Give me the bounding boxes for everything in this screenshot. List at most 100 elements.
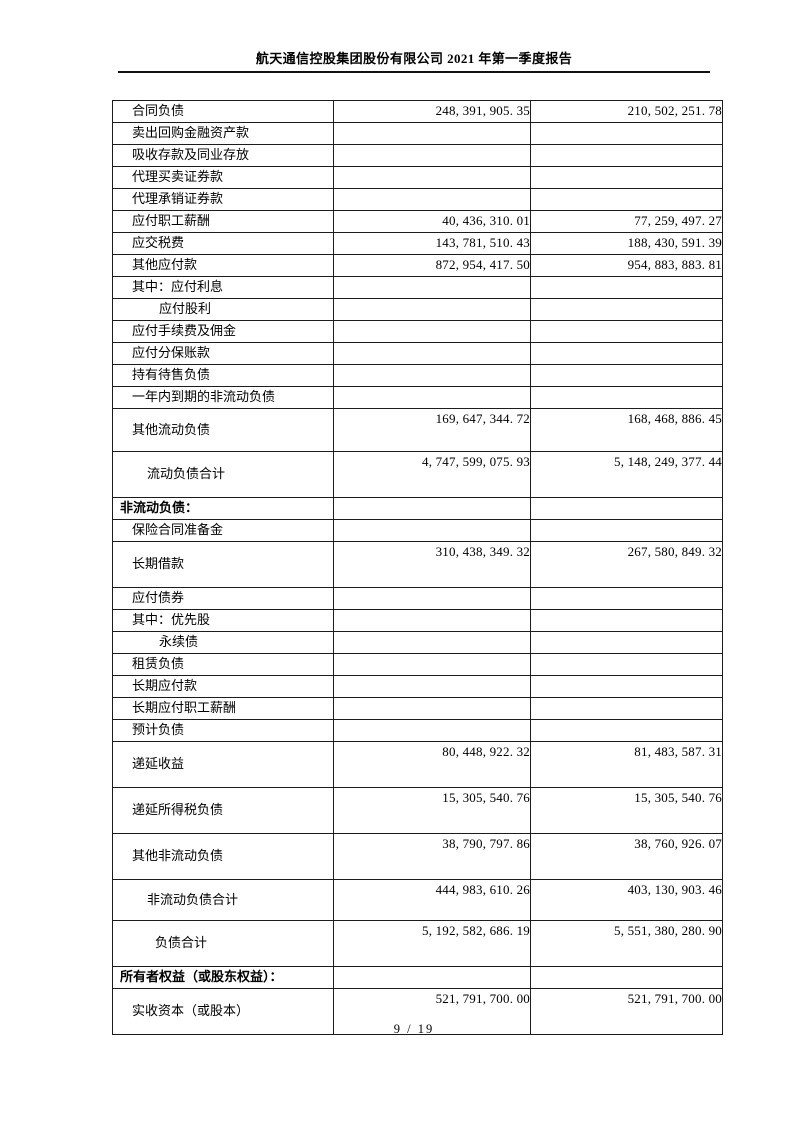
value-current-period <box>333 966 531 989</box>
value-current-period: 5, 192, 582, 686. 19 <box>333 920 531 967</box>
row-label: 长期借款 <box>112 541 334 588</box>
balance-sheet-table-body: 合同负债 248, 391, 905. 35 210, 502, 251. 78 卖出… <box>112 100 723 1035</box>
value-current-period <box>333 144 531 167</box>
row-label: 递延所得税负债 <box>112 787 334 834</box>
row-label: 非流动负债合计 <box>112 879 334 921</box>
value-prior-period <box>530 188 723 211</box>
value-current-period: 872, 954, 417. 50 <box>333 254 531 277</box>
table-row: 代理买卖证券款 <box>112 166 723 189</box>
row-label: 流动负债合计 <box>112 451 334 498</box>
value-prior-period <box>530 675 723 698</box>
row-label: 长期应付职工薪酬 <box>112 697 334 720</box>
row-label: 递延收益 <box>112 741 334 788</box>
table-row: 所有者权益（或股东权益）： <box>112 966 723 989</box>
table-row: 其他流动负债 169, 647, 344. 72 168, 468, 886. 45 <box>112 408 723 452</box>
value-current-period: 444, 983, 610. 26 <box>333 879 531 921</box>
table-row: 保险合同准备金 <box>112 519 723 542</box>
value-prior-period <box>530 386 723 409</box>
table-row: 应付债券 <box>112 587 723 610</box>
table-row: 其中：优先股 <box>112 609 723 632</box>
value-prior-period: 5, 551, 380, 280. 90 <box>530 920 723 967</box>
value-current-period <box>333 519 531 542</box>
value-current-period <box>333 276 531 299</box>
row-label: 合同负债 <box>112 100 334 123</box>
value-current-period <box>333 653 531 676</box>
value-current-period: 4, 747, 599, 075. 93 <box>333 451 531 498</box>
row-label: 应交税费 <box>112 232 334 255</box>
table-row: 非流动负债： <box>112 497 723 520</box>
value-prior-period <box>530 697 723 720</box>
table-row: 递延所得税负债 15, 305, 540. 76 15, 305, 540. 76 <box>112 787 723 834</box>
table-row: 其他应付款 872, 954, 417. 50 954, 883, 883. 81 <box>112 254 723 277</box>
value-prior-period <box>530 631 723 654</box>
value-current-period <box>333 188 531 211</box>
page-number: 9 / 19 <box>393 1022 435 1036</box>
value-prior-period: 81, 483, 587. 31 <box>530 741 723 788</box>
table-row: 一年内到期的非流动负债 <box>112 386 723 409</box>
value-current-period: 248, 391, 905. 35 <box>333 100 531 123</box>
value-current-period: 80, 448, 922. 32 <box>333 741 531 788</box>
value-current-period <box>333 166 531 189</box>
value-current-period <box>333 122 531 145</box>
value-prior-period <box>530 364 723 387</box>
value-current-period <box>333 298 531 321</box>
table-row: 长期应付职工薪酬 <box>112 697 723 720</box>
table-row: 其中：应付利息 <box>112 276 723 299</box>
value-prior-period <box>530 966 723 989</box>
value-prior-period <box>530 519 723 542</box>
row-label: 预计负债 <box>112 719 334 742</box>
row-label: 其他非流动负债 <box>112 833 334 880</box>
row-label: 其中：优先股 <box>112 609 334 632</box>
table-row: 代理承销证券款 <box>112 188 723 211</box>
table-row: 非流动负债合计 444, 983, 610. 26 403, 130, 903. 4… <box>112 879 723 921</box>
value-prior-period <box>530 497 723 520</box>
value-current-period <box>333 497 531 520</box>
table-row: 实收资本（或股本） 521, 791, 700. 00 521, 791, 700.… <box>112 988 723 1035</box>
table-row: 预计负债 <box>112 719 723 742</box>
table-row: 流动负债合计 4, 747, 599, 075. 93 5, 148, 249, 3… <box>112 451 723 498</box>
value-current-period <box>333 587 531 610</box>
value-prior-period: 15, 305, 540. 76 <box>530 787 723 834</box>
value-prior-period: 521, 791, 700. 00 <box>530 988 723 1035</box>
table-row: 其他非流动负债 38, 790, 797. 86 38, 760, 926. 07 <box>112 833 723 880</box>
row-label: 应付分保账款 <box>112 342 334 365</box>
value-prior-period: 267, 580, 849. 32 <box>530 541 723 588</box>
table-row: 应付分保账款 <box>112 342 723 365</box>
value-current-period <box>333 675 531 698</box>
table-row: 长期借款 310, 438, 349. 32 267, 580, 849. 32 <box>112 541 723 588</box>
value-current-period <box>333 320 531 343</box>
row-label: 负债合计 <box>112 920 334 967</box>
value-prior-period: 38, 760, 926. 07 <box>530 833 723 880</box>
value-prior-period <box>530 144 723 167</box>
value-current-period: 40, 436, 310. 01 <box>333 210 531 233</box>
value-current-period <box>333 719 531 742</box>
value-current-period <box>333 697 531 720</box>
value-current-period <box>333 342 531 365</box>
page-title: 航天通信控股集团股份有限公司 2021 年第一季度报告 <box>255 51 573 66</box>
table-row: 吸收存款及同业存放 <box>112 144 723 167</box>
table-row: 卖出回购金融资产款 <box>112 122 723 145</box>
value-current-period: 143, 781, 510. 43 <box>333 232 531 255</box>
value-current-period <box>333 631 531 654</box>
table-row: 负债合计 5, 192, 582, 686. 19 5, 551, 380, 280… <box>112 920 723 967</box>
balance-sheet-table: 合同负债 248, 391, 905. 35 210, 502, 251. 78 卖出… <box>112 100 723 1035</box>
row-label: 吸收存款及同业存放 <box>112 144 334 167</box>
table-row: 递延收益 80, 448, 922. 32 81, 483, 587. 31 <box>112 741 723 788</box>
row-label: 应付债券 <box>112 587 334 610</box>
value-prior-period: 77, 259, 497. 27 <box>530 210 723 233</box>
value-current-period: 310, 438, 349. 32 <box>333 541 531 588</box>
row-label: 代理买卖证券款 <box>112 166 334 189</box>
table-row: 永续债 <box>112 631 723 654</box>
value-current-period: 169, 647, 344. 72 <box>333 408 531 452</box>
row-label: 其他应付款 <box>112 254 334 277</box>
title-underline <box>118 71 710 73</box>
value-prior-period <box>530 719 723 742</box>
value-prior-period <box>530 122 723 145</box>
table-row: 应付股利 <box>112 298 723 321</box>
value-prior-period: 210, 502, 251. 78 <box>530 100 723 123</box>
value-prior-period <box>530 298 723 321</box>
value-prior-period: 403, 130, 903. 46 <box>530 879 723 921</box>
value-current-period: 38, 790, 797. 86 <box>333 833 531 880</box>
value-current-period: 521, 791, 700. 00 <box>333 988 531 1035</box>
